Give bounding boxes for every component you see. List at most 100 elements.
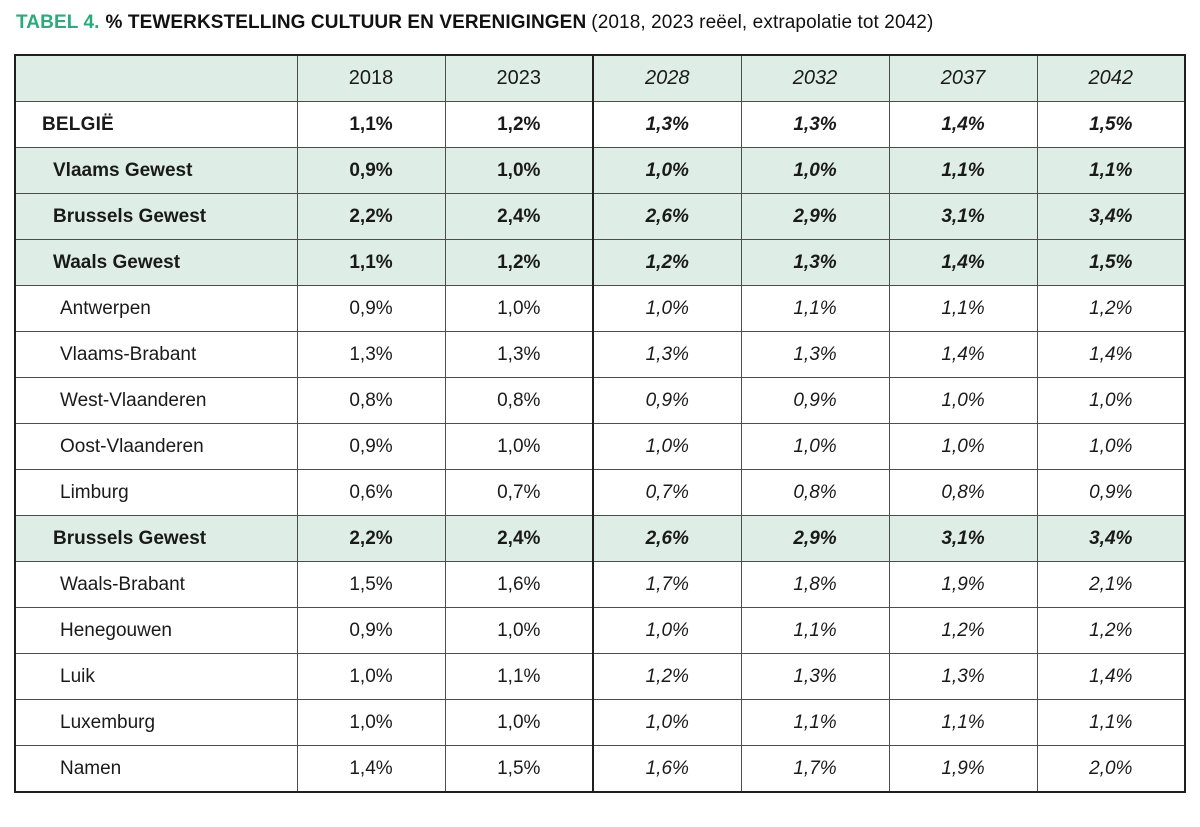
year-header-cell: 2032 (740, 54, 890, 102)
value-cell: 1,3% (888, 653, 1038, 700)
value-cell: 1,3% (296, 331, 446, 378)
table-row: Luik 1,0% 1,1% 1,2% 1,3% 1,3% 1,4% (14, 653, 1186, 700)
value-cell: 1,1% (1036, 699, 1186, 746)
value-cell: 1,3% (444, 331, 594, 378)
value-cell: 0,9% (296, 607, 446, 654)
value-cell: 1,3% (740, 239, 890, 286)
value-cell: 1,4% (888, 101, 1038, 148)
value-cell: 1,1% (1036, 147, 1186, 194)
table-title-text: % TEWERKSTELLING CULTUUR EN VERENIGINGEN (105, 12, 587, 33)
table-row: Waals Gewest 1,1% 1,2% 1,2% 1,3% 1,4% 1,5% (14, 239, 1186, 286)
value-cell: 1,6% (444, 561, 594, 608)
row-label: Namen (14, 745, 298, 793)
year-header-cell: 2028 (592, 54, 742, 102)
year-header-cell: 2023 (444, 54, 594, 102)
value-cell: 0,9% (1036, 469, 1186, 516)
value-cell: 1,0% (444, 285, 594, 332)
value-cell: 3,4% (1036, 515, 1186, 562)
value-cell: 1,7% (592, 561, 742, 608)
value-cell: 1,4% (888, 331, 1038, 378)
value-cell: 1,7% (740, 745, 890, 793)
table-header: 2018 2023 2028 2032 2037 2042 (14, 54, 1186, 102)
value-cell: 0,9% (592, 377, 742, 424)
row-label: Brussels Gewest (14, 193, 298, 240)
table-row: Limburg 0,6% 0,7% 0,7% 0,8% 0,8% 0,9% (14, 469, 1186, 516)
value-cell: 1,0% (740, 423, 890, 470)
table-number-label: TABEL 4. (16, 12, 100, 33)
year-header-cell: 2037 (888, 54, 1038, 102)
value-cell: 0,8% (444, 377, 594, 424)
table-row: Luxemburg 1,0% 1,0% 1,0% 1,1% 1,1% 1,1% (14, 699, 1186, 746)
value-cell: 1,0% (592, 699, 742, 746)
value-cell: 2,9% (740, 193, 890, 240)
table-row: Vlaams Gewest 0,9% 1,0% 1,0% 1,0% 1,1% 1,1% (14, 147, 1186, 194)
value-cell: 0,8% (296, 377, 446, 424)
value-cell: 1,1% (740, 285, 890, 332)
row-label: Vlaams Gewest (14, 147, 298, 194)
value-cell: 1,4% (296, 745, 446, 793)
row-label: Henegouwen (14, 607, 298, 654)
value-cell: 0,8% (740, 469, 890, 516)
row-label: Antwerpen (14, 285, 298, 332)
row-label: Luxemburg (14, 699, 298, 746)
value-cell: 0,9% (740, 377, 890, 424)
table-title-subtitle: (2018, 2023 reëel, extrapolatie tot 2042… (591, 12, 934, 33)
table-row: Namen 1,4% 1,5% 1,6% 1,7% 1,9% 2,0% (14, 745, 1186, 793)
value-cell: 1,9% (888, 561, 1038, 608)
value-cell: 1,2% (888, 607, 1038, 654)
value-cell: 1,3% (592, 331, 742, 378)
value-cell: 1,0% (444, 699, 594, 746)
value-cell: 1,9% (888, 745, 1038, 793)
value-cell: 3,1% (888, 193, 1038, 240)
table-header-row: 2018 2023 2028 2032 2037 2042 (14, 54, 1186, 102)
value-cell: 1,0% (740, 147, 890, 194)
row-label: Luik (14, 653, 298, 700)
table-row: Antwerpen 0,9% 1,0% 1,0% 1,1% 1,1% 1,2% (14, 285, 1186, 332)
value-cell: 1,3% (592, 101, 742, 148)
value-cell: 0,9% (296, 147, 446, 194)
year-header-cell: 2042 (1036, 54, 1186, 102)
value-cell: 1,1% (444, 653, 594, 700)
table-title: TABEL 4.% TEWERKSTELLING CULTUUR EN VERE… (16, 12, 1186, 34)
value-cell: 2,6% (592, 193, 742, 240)
value-cell: 1,0% (592, 423, 742, 470)
value-cell: 1,0% (1036, 423, 1186, 470)
value-cell: 1,4% (1036, 331, 1186, 378)
row-label: West-Vlaanderen (14, 377, 298, 424)
value-cell: 1,1% (296, 101, 446, 148)
row-label: Vlaams-Brabant (14, 331, 298, 378)
row-label: Limburg (14, 469, 298, 516)
value-cell: 0,6% (296, 469, 446, 516)
value-cell: 1,5% (444, 745, 594, 793)
value-cell: 1,2% (1036, 285, 1186, 332)
table-row: Henegouwen 0,9% 1,0% 1,0% 1,1% 1,2% 1,2% (14, 607, 1186, 654)
value-cell: 1,0% (444, 423, 594, 470)
value-cell: 1,0% (444, 147, 594, 194)
value-cell: 0,7% (592, 469, 742, 516)
value-cell: 1,1% (740, 607, 890, 654)
value-cell: 1,1% (888, 699, 1038, 746)
table-row: West-Vlaanderen 0,8% 0,8% 0,9% 0,9% 1,0% 1,0% (14, 377, 1186, 424)
value-cell: 2,4% (444, 515, 594, 562)
value-cell: 1,2% (592, 653, 742, 700)
value-cell: 1,5% (296, 561, 446, 608)
row-label: Oost-Vlaanderen (14, 423, 298, 470)
value-cell: 1,1% (888, 285, 1038, 332)
value-cell: 1,2% (444, 101, 594, 148)
value-cell: 1,0% (592, 285, 742, 332)
table-row: Brussels Gewest 2,2% 2,4% 2,6% 2,9% 3,1% 3,4% (14, 193, 1186, 240)
table-body: BELGIË 1,1% 1,2% 1,3% 1,3% 1,4% 1,5% Vlaams Gew… (14, 101, 1186, 793)
employment-table: 2018 2023 2028 2032 2037 2042 BELGIË 1,1% 1,2% 1… (14, 54, 1186, 793)
value-cell: 1,0% (296, 653, 446, 700)
value-cell: 1,3% (740, 331, 890, 378)
value-cell: 2,6% (592, 515, 742, 562)
table-row: Vlaams-Brabant 1,3% 1,3% 1,3% 1,3% 1,4% 1,4% (14, 331, 1186, 378)
value-cell: 1,5% (1036, 239, 1186, 286)
value-cell: 1,4% (888, 239, 1038, 286)
value-cell: 2,4% (444, 193, 594, 240)
value-cell: 1,0% (1036, 377, 1186, 424)
value-cell: 1,3% (740, 653, 890, 700)
value-cell: 1,0% (592, 147, 742, 194)
row-label: Waals Gewest (14, 239, 298, 286)
